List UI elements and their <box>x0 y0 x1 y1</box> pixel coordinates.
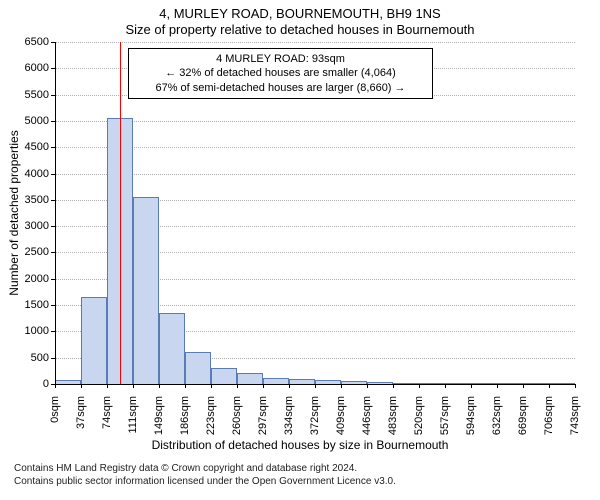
y-tick-label: 5000 <box>25 115 49 127</box>
x-tick-label: 260sqm <box>231 396 243 435</box>
annotation-line2: ← 32% of detached houses are smaller (4,… <box>135 66 426 80</box>
y-axis-label: Number of detached properties <box>7 130 21 295</box>
x-tick-label: 483sqm <box>387 396 399 435</box>
histogram-bar <box>237 373 263 384</box>
y-tick-label: 6500 <box>25 36 49 48</box>
x-tick-label: 0sqm <box>49 396 61 423</box>
x-tick-label: 632sqm <box>491 396 503 435</box>
footer-line1: Contains HM Land Registry data © Crown c… <box>14 462 396 475</box>
y-axis-line <box>55 42 56 384</box>
x-tick-label: 706sqm <box>543 396 555 435</box>
property-marker-line <box>120 42 121 384</box>
x-tick-label: 334sqm <box>283 396 295 435</box>
y-tick-label: 2000 <box>25 273 49 285</box>
chart-footer: Contains HM Land Registry data © Crown c… <box>14 462 396 488</box>
x-tick-label: 557sqm <box>439 396 451 435</box>
x-tick-label: 111sqm <box>127 396 139 434</box>
y-tick-label: 3500 <box>25 194 49 206</box>
histogram-bar <box>159 313 185 384</box>
property-size-chart: 4, MURLEY ROAD, BOURNEMOUTH, BH9 1NS Siz… <box>0 0 600 500</box>
x-tick-label: 743sqm <box>569 396 581 435</box>
y-tick-label: 3000 <box>25 220 49 232</box>
x-tick-label: 149sqm <box>153 396 165 435</box>
gridline <box>55 147 575 148</box>
annotation-line3: 67% of semi-detached houses are larger (… <box>135 81 426 95</box>
chart-title-line1: 4, MURLEY ROAD, BOURNEMOUTH, BH9 1NS <box>0 6 600 21</box>
x-tick-label: 594sqm <box>465 396 477 435</box>
y-tick-label: 4000 <box>25 168 49 180</box>
y-tick-label: 1500 <box>25 299 49 311</box>
x-tick-label: 74sqm <box>101 396 113 429</box>
y-tick-label: 500 <box>31 352 49 364</box>
x-tick-label: 446sqm <box>361 396 373 435</box>
x-tick-label: 520sqm <box>413 396 425 435</box>
x-tick <box>575 384 576 388</box>
histogram-bar <box>81 297 107 384</box>
annotation-line1: 4 MURLEY ROAD: 93sqm <box>135 52 426 66</box>
x-tick-label: 297sqm <box>257 396 269 435</box>
x-axis-label: Distribution of detached houses by size … <box>0 438 600 452</box>
gridline <box>55 121 575 122</box>
y-tick-label: 6000 <box>25 62 49 74</box>
x-tick-label: 37sqm <box>75 396 87 429</box>
histogram-bar <box>133 197 159 384</box>
histogram-bar <box>185 352 211 384</box>
x-tick-label: 409sqm <box>335 396 347 435</box>
gridline <box>55 174 575 175</box>
y-tick-label: 4500 <box>25 141 49 153</box>
y-tick-label: 0 <box>43 378 49 390</box>
histogram-bar <box>211 368 237 384</box>
y-tick-label: 5500 <box>25 89 49 101</box>
x-axis-line <box>55 384 575 385</box>
x-tick-label: 372sqm <box>309 396 321 435</box>
y-tick-label: 1000 <box>25 325 49 337</box>
footer-line2: Contains public sector information licen… <box>14 475 396 488</box>
x-tick-label: 223sqm <box>205 396 217 435</box>
gridline <box>55 42 575 43</box>
x-tick-label: 669sqm <box>517 396 529 435</box>
x-tick-label: 186sqm <box>179 396 191 435</box>
chart-title-line2: Size of property relative to detached ho… <box>0 22 600 37</box>
y-tick-label: 2500 <box>25 246 49 258</box>
plot-area: 0500100015002000250030003500400045005000… <box>55 42 575 384</box>
annotation-box: 4 MURLEY ROAD: 93sqm← 32% of detached ho… <box>128 48 433 99</box>
